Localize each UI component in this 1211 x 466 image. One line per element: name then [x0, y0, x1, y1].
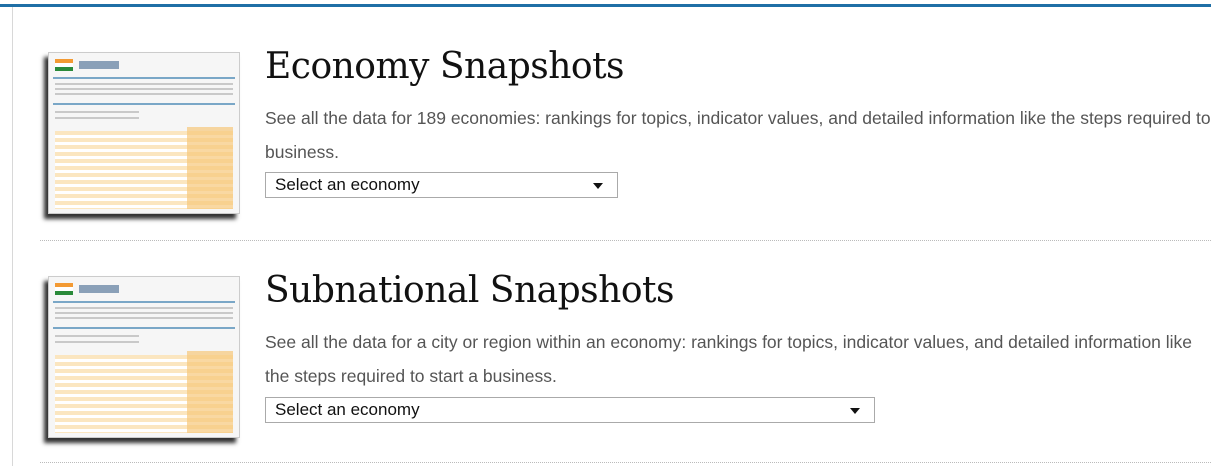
- section-description: See all the data for 189 economies: rank…: [265, 101, 1211, 169]
- divider: [40, 462, 1211, 463]
- thumbnail[interactable]: [48, 276, 240, 438]
- snapshot-section: Economy Snapshots See all the data for 1…: [40, 0, 1211, 240]
- page: {"sections": [ {"title": "Economy Snapsh…: [0, 0, 1211, 466]
- section-title: Economy Snapshots: [265, 46, 624, 87]
- snapshot-section: Subnational Snapshots See all the data f…: [40, 240, 1211, 462]
- thumbnail[interactable]: [48, 52, 240, 214]
- select-text: Select an economy: [275, 400, 420, 419]
- economy-select[interactable]: Select an economy: [265, 172, 618, 198]
- left-border: [12, 7, 13, 466]
- section-description: See all the data for a city or region wi…: [265, 325, 1210, 393]
- economy-select[interactable]: Select an economy: [265, 397, 875, 423]
- select-text: Select an economy: [275, 175, 420, 194]
- section-title: Subnational Snapshots: [265, 270, 674, 311]
